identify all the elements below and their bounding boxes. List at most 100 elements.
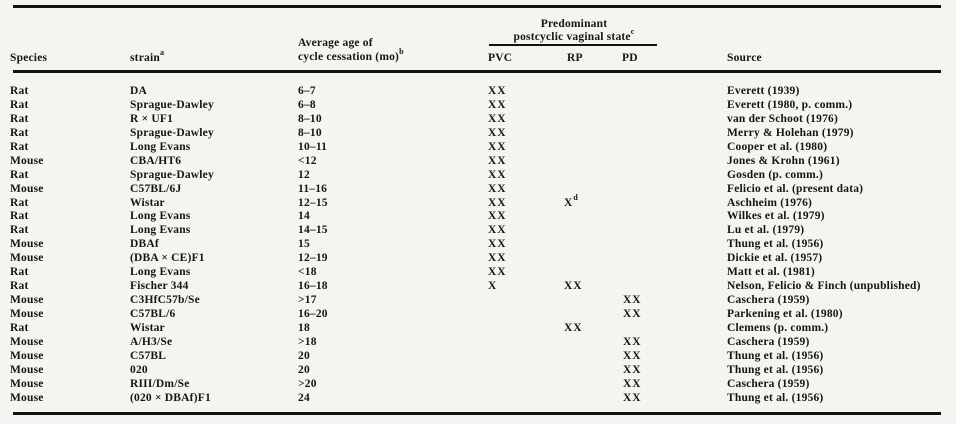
cell-pvc-mark: XX — [488, 210, 507, 223]
cell-strain: (DBA × CE)F1 — [130, 252, 205, 265]
cell-species: Mouse — [10, 349, 44, 362]
cell-cycle-cessation-age: 8–10 — [298, 112, 322, 125]
cell-strain: Long Evans — [130, 210, 191, 223]
column-header-pd: PD — [622, 52, 638, 64]
cell-source: Thung et al. (1956) — [727, 238, 824, 251]
column-header-rp: RP — [567, 52, 583, 64]
cell-species: Mouse — [10, 377, 44, 390]
cell-source: Thung et al. (1956) — [727, 363, 824, 376]
cell-source: Matt et al. (1981) — [727, 266, 815, 279]
cell-strain: Fischer 344 — [130, 280, 189, 293]
cell-species: Rat — [10, 321, 29, 334]
table-row: Rat Long Evans 10–11 XX Cooper et al. (1… — [0, 141, 956, 155]
cell-species: Rat — [10, 140, 29, 153]
table-row: Mouse C57BL 20 XX Thung et al. (1956) — [0, 350, 956, 364]
cell-pd-mark: XX — [623, 391, 642, 404]
cell-pvc-mark: XX — [488, 85, 507, 97]
cell-strain: Long Evans — [130, 140, 191, 153]
cell-strain: CBA/HT6 — [130, 154, 182, 167]
header-separator-rule — [13, 70, 941, 73]
cell-source: Thung et al. (1956) — [727, 349, 824, 362]
cell-species: Rat — [10, 210, 29, 223]
table-row: Rat Sprague-Dawley 8–10 XX Merry & Holeh… — [0, 127, 956, 141]
cell-cycle-cessation-age: <12 — [298, 154, 317, 167]
cell-strain: Long Evans — [130, 266, 191, 279]
cell-source: van der Schoot (1976) — [727, 112, 839, 125]
cell-species: Rat — [10, 98, 29, 111]
table-body: Rat DA 6–7 XX Everett (1939) Rat Sprague… — [0, 85, 956, 406]
table-row: Rat Long Evans <18 XX Matt et al. (1981) — [0, 266, 956, 280]
group-header-line1: Predominant — [540, 18, 608, 30]
cell-pvc-mark: XX — [488, 196, 507, 209]
cell-pvc-mark: XX — [488, 238, 507, 251]
cell-cycle-cessation-age: 16–18 — [298, 280, 328, 293]
cell-pd-mark: XX — [623, 294, 642, 307]
table-row: Mouse C57BL/6J 11–16 XX Felicio et al. (… — [0, 183, 956, 197]
cell-species: Mouse — [10, 363, 44, 376]
cell-pd-mark: XX — [623, 377, 642, 390]
cell-source: Clemens (p. comm.) — [727, 321, 829, 334]
column-header-species: Species — [10, 52, 48, 64]
cell-source: Cooper et al. (1980) — [727, 140, 828, 153]
table-row: Mouse DBAf 15 XX Thung et al. (1956) — [0, 238, 956, 252]
cell-strain: C3HfC57b/Se — [130, 294, 200, 307]
cell-source: Jones & Krohn (1961) — [727, 154, 840, 167]
footnote-marker-c: c — [630, 27, 635, 36]
cell-source: Caschera (1959) — [727, 294, 810, 307]
cell-rp-mark: Xd — [564, 192, 579, 209]
cell-species: Mouse — [10, 154, 44, 167]
cell-pvc-mark: XX — [488, 182, 507, 195]
cell-cycle-cessation-age: 12–19 — [298, 252, 328, 265]
cell-strain: DBAf — [130, 238, 159, 251]
cell-source: Everett (1980, p. comm.) — [727, 98, 853, 111]
cell-source: Caschera (1959) — [727, 335, 810, 348]
cell-pvc-mark: XX — [488, 266, 507, 279]
cell-pvc-mark: XX — [488, 154, 507, 167]
cell-source: Dickie et al. (1957) — [727, 252, 823, 265]
cell-source: Caschera (1959) — [727, 377, 810, 390]
cell-pvc-mark: XX — [488, 168, 507, 181]
cell-cycle-cessation-age: 20 — [298, 363, 310, 376]
cell-cycle-cessation-age: >18 — [298, 335, 317, 348]
cell-cycle-cessation-age: 10–11 — [298, 140, 328, 153]
cell-source: Nelson, Felicio & Finch (unpublished) — [727, 280, 921, 293]
table-row: Mouse C3HfC57b/Se >17 XX Caschera (1959) — [0, 294, 956, 308]
table-row: Rat DA 6–7 XX Everett (1939) — [0, 85, 956, 99]
table-row: Rat Sprague-Dawley 12 XX Gosden (p. comm… — [0, 169, 956, 183]
cell-pvc-mark: XX — [488, 112, 507, 125]
cell-species: Mouse — [10, 238, 44, 251]
cell-source: Felicio et al. (present data) — [727, 182, 864, 195]
cell-strain: Sprague-Dawley — [130, 98, 214, 111]
cell-strain: (020 × DBAf)F1 — [130, 391, 211, 404]
cell-source: Merry & Holehan (1979) — [727, 126, 854, 139]
cell-pvc-mark: XX — [488, 98, 507, 111]
footnote-marker-b: b — [399, 47, 404, 56]
cell-pvc-mark: XX — [488, 224, 507, 237]
group-header-underline — [489, 44, 657, 46]
table-row: Mouse C57BL/6 16–20 XX Parkening et al. … — [0, 308, 956, 322]
cell-source: Thung et al. (1956) — [727, 391, 824, 404]
cell-species: Rat — [10, 168, 29, 181]
table-row: Rat R × UF1 8–10 XX van der Schoot (1976… — [0, 113, 956, 127]
cell-pd-mark: XX — [623, 349, 642, 362]
cell-pd-mark: XX — [623, 363, 642, 376]
cell-cycle-cessation-age: 12 — [298, 168, 310, 181]
cell-strain: R × UF1 — [130, 112, 174, 125]
cell-cycle-cessation-age: 6–7 — [298, 85, 316, 97]
column-group-header-vaginal-state: Predominant postcyclic vaginal statec — [480, 18, 668, 44]
cell-species: Rat — [10, 224, 29, 237]
cell-species: Rat — [10, 196, 29, 209]
table-row: Mouse CBA/HT6 <12 XX Jones & Krohn (1961… — [0, 155, 956, 169]
cell-cycle-cessation-age: 8–10 — [298, 126, 322, 139]
cell-cycle-cessation-age: 11–16 — [298, 182, 328, 195]
cell-strain: C57BL — [130, 349, 167, 362]
cell-source: Wilkes et al. (1979) — [727, 210, 825, 223]
cell-rp-mark: XX — [564, 321, 583, 334]
table-row: Mouse 020 20 XX Thung et al. (1956) — [0, 364, 956, 378]
table-row: Rat Sprague-Dawley 6–8 XX Everett (1980,… — [0, 99, 956, 113]
cell-species: Mouse — [10, 182, 44, 195]
cell-pvc-mark: XX — [488, 252, 507, 265]
cell-cycle-cessation-age: >17 — [298, 294, 317, 307]
cell-species: Rat — [10, 112, 29, 125]
cell-cycle-cessation-age: 14 — [298, 210, 310, 223]
